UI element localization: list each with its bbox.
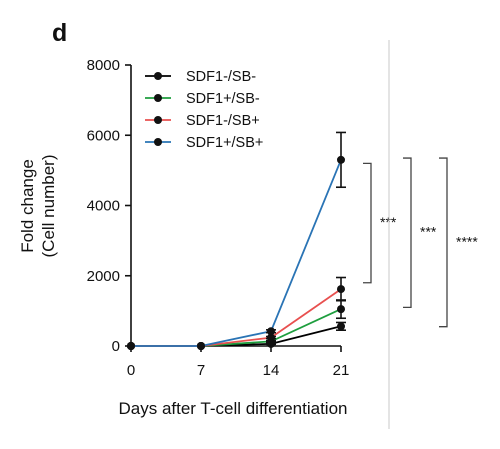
legend-swatch-marker — [154, 94, 162, 102]
legend-item: SDF1-/SB- — [145, 69, 256, 85]
axes — [130, 65, 341, 347]
y-axis-label-line-1: Fold change — [18, 159, 37, 253]
data-point — [267, 327, 275, 336]
significance-bracket: *** — [403, 157, 437, 309]
y-tick-label: 8000 — [87, 57, 120, 74]
significance-label: **** — [456, 233, 478, 249]
legend-item: SDF1-/SB+ — [145, 113, 260, 129]
bracket-line — [403, 157, 412, 309]
x-tick-label: 0 — [127, 362, 135, 379]
series-line — [131, 308, 342, 347]
bracket-line — [363, 162, 372, 284]
legend-swatch-marker — [154, 116, 162, 124]
legend-label: SDF1-/SB- — [186, 69, 256, 85]
significance-label: *** — [420, 224, 437, 240]
series-line — [131, 288, 342, 347]
y-axis-label-line-2: (Cell number) — [39, 155, 58, 258]
x-axis-label: Days after T-cell differentiation — [119, 399, 348, 418]
legend-label: SDF1-/SB+ — [186, 113, 260, 129]
significance-label: *** — [380, 214, 397, 230]
legend-swatch-marker — [154, 72, 162, 80]
significance-bracket: *** — [363, 162, 397, 284]
data-point — [267, 333, 275, 342]
data-point — [337, 322, 345, 331]
data-point — [337, 285, 345, 294]
series-SDF1+/SB+ — [127, 131, 346, 350]
y-ticks: 0 2000 4000 6000 8000 — [87, 57, 131, 355]
x-tick-label: 7 — [197, 362, 205, 379]
data-point — [337, 305, 345, 314]
y-tick-label: 2000 — [87, 268, 120, 285]
x-ticks: 0 7 14 21 — [127, 346, 350, 379]
legend-item: SDF1+/SB+ — [145, 135, 263, 151]
y-tick-label: 0 — [112, 338, 120, 355]
y-tick-label: 6000 — [87, 127, 120, 144]
data-point — [127, 342, 135, 350]
legend: SDF1-/SB- SDF1+/SB- SDF1-/SB+ SDF1+/SB+ — [145, 69, 263, 151]
legend-swatch-marker — [154, 138, 162, 146]
significance-brackets: ********** — [363, 157, 478, 328]
significance-bracket: **** — [439, 157, 478, 328]
y-tick-label: 4000 — [87, 198, 120, 215]
data-point — [197, 342, 205, 350]
series-layer — [127, 131, 346, 350]
x-tick-label: 14 — [263, 362, 280, 379]
bracket-line — [439, 157, 448, 328]
legend-item: SDF1+/SB- — [145, 91, 260, 107]
series-line — [131, 159, 342, 347]
legend-label: SDF1+/SB- — [186, 91, 260, 107]
panel-label: d — [52, 19, 67, 47]
x-tick-label: 21 — [333, 362, 350, 379]
legend-label: SDF1+/SB+ — [186, 135, 263, 151]
data-point — [337, 155, 345, 164]
